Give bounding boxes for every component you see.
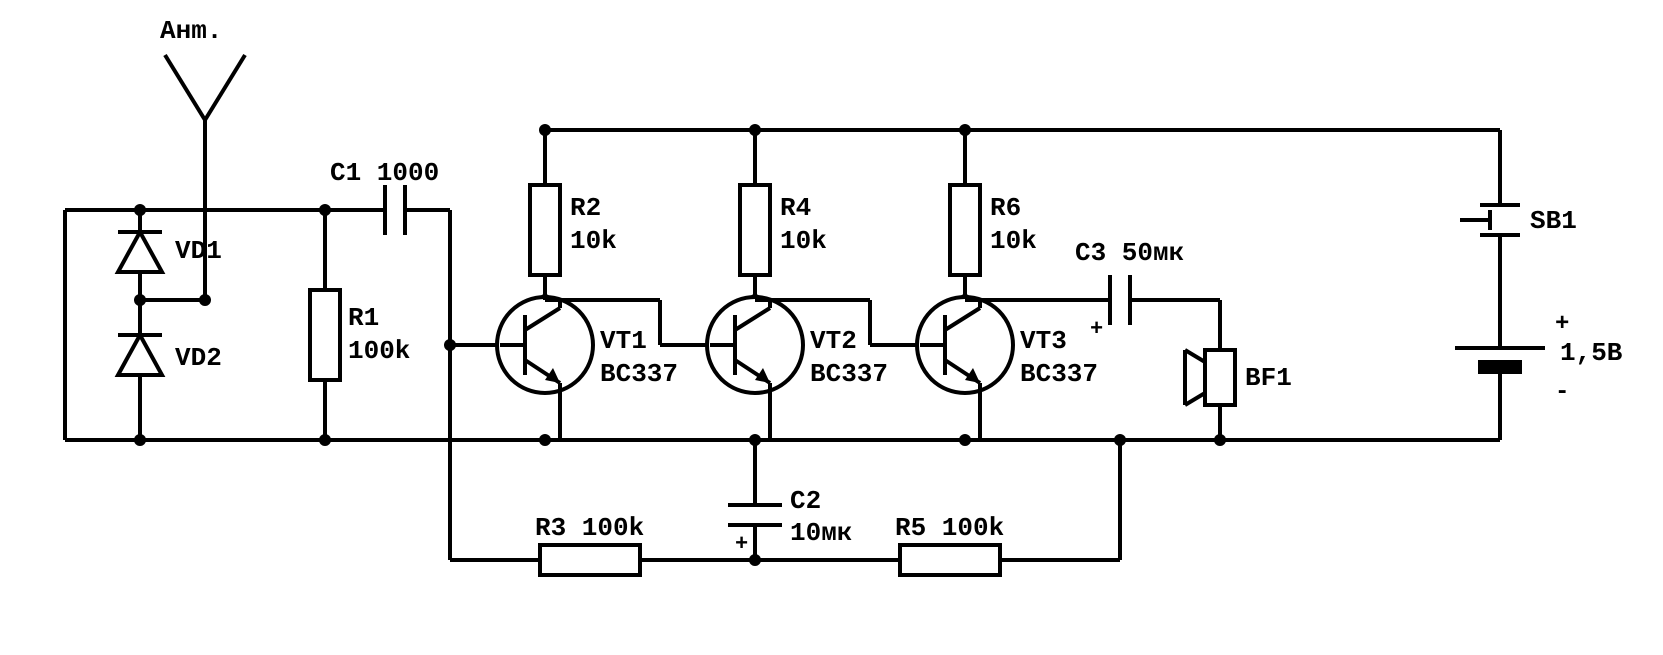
r4-line2: 10k bbox=[780, 226, 827, 256]
r1-line2: 100k bbox=[348, 336, 410, 366]
capacitor-c1: С1 1000 bbox=[325, 158, 450, 235]
transistor-vt2: VT2 BC337 bbox=[707, 297, 888, 440]
r2-line2: 10k bbox=[570, 226, 617, 256]
switch-sb1: SB1 bbox=[1460, 130, 1577, 320]
capacitor-c2: С2 10мк + bbox=[728, 440, 852, 560]
svg-text:+: + bbox=[735, 532, 748, 557]
transistor-vt3: VT3 BC337 bbox=[917, 297, 1098, 440]
r4-line1: R4 bbox=[780, 193, 811, 223]
r2-line1: R2 bbox=[570, 193, 601, 223]
resistor-r4: R4 10k bbox=[740, 130, 827, 300]
c2-line1: С2 bbox=[790, 486, 821, 516]
r5-label: R5 100k bbox=[895, 513, 1004, 543]
r6-line1: R6 bbox=[990, 193, 1021, 223]
capacitor-c3: С3 50мк + bbox=[1075, 238, 1220, 342]
antenna-label: Анm. bbox=[160, 16, 222, 46]
battery-label: 1,5В bbox=[1560, 338, 1623, 368]
r1-line1: R1 bbox=[348, 303, 379, 333]
diode-vd2: VD2 bbox=[118, 300, 222, 440]
vd1-label: VD1 bbox=[175, 236, 222, 266]
vt3-line1: VT3 bbox=[1020, 326, 1067, 356]
r3-label: R3 100k bbox=[535, 513, 644, 543]
battery: + 1,5В - bbox=[1455, 311, 1623, 440]
resistor-r6: R6 10k bbox=[950, 130, 1037, 300]
r6-line2: 10k bbox=[990, 226, 1037, 256]
vt1-line1: VT1 bbox=[600, 326, 647, 356]
bf1-label: BF1 bbox=[1245, 363, 1292, 393]
c2-line2: 10мк bbox=[790, 518, 852, 548]
vt1-line2: BC337 bbox=[600, 359, 678, 389]
speaker-bf1: BF1 bbox=[1185, 300, 1292, 440]
vt3-line2: BC337 bbox=[1020, 359, 1098, 389]
c3-label: С3 50мк bbox=[1075, 238, 1184, 268]
battery-minus: - bbox=[1555, 379, 1569, 406]
svg-text:+: + bbox=[1090, 317, 1103, 342]
schematic-diagram: Анm. VD1 VD2 R1 100k С1 1000 bbox=[0, 0, 1663, 655]
vt2-line2: BC337 bbox=[810, 359, 888, 389]
resistor-r2: R2 10k bbox=[530, 130, 617, 300]
battery-plus: + bbox=[1555, 311, 1569, 338]
resistor-r1: R1 100k bbox=[310, 210, 410, 440]
sb1-label: SB1 bbox=[1530, 206, 1577, 236]
c1-label: С1 1000 bbox=[330, 158, 439, 188]
vd2-label: VD2 bbox=[175, 343, 222, 373]
vt2-line1: VT2 bbox=[810, 326, 857, 356]
resistor-r3: R3 100k bbox=[450, 513, 755, 575]
